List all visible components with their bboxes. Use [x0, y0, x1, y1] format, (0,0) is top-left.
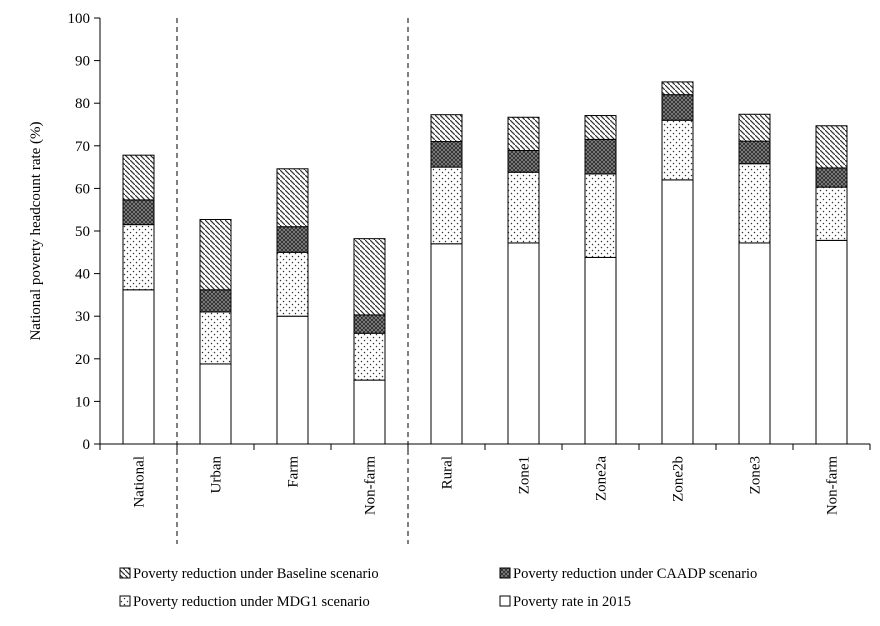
- bar-segment: [661, 94, 694, 121]
- bar-segment: [661, 81, 694, 96]
- bar-segment: [507, 116, 540, 151]
- bar-segment: [276, 168, 309, 228]
- legend-swatch: [119, 595, 131, 607]
- bar-segment: [199, 289, 232, 313]
- bar-segment: [122, 224, 155, 291]
- y-tick-label: 90: [75, 54, 90, 70]
- legend-label: Poverty reduction under CAADP scenario: [513, 566, 757, 582]
- y-tick-label: 60: [75, 181, 90, 197]
- x-tick-label: Non-farm: [825, 456, 841, 515]
- bar-segment: [738, 242, 771, 445]
- bar-segment: [584, 115, 617, 140]
- bar-segment: [430, 166, 463, 245]
- bar-segment: [430, 141, 463, 168]
- x-tick-label: National: [132, 456, 148, 508]
- bar-segment: [353, 332, 386, 381]
- y-tick-label: 100: [68, 11, 91, 27]
- y-tick-label: 10: [75, 394, 90, 410]
- bar-segment: [815, 125, 848, 169]
- bar-segment: [738, 113, 771, 142]
- bar-segment: [815, 239, 848, 445]
- x-tick-label: Rural: [440, 456, 456, 489]
- group-separators: [176, 18, 409, 544]
- legend: Poverty reduction under Baseline scenari…: [119, 566, 757, 610]
- y-tick-label: 0: [83, 437, 91, 453]
- bar-segment: [815, 167, 848, 188]
- y-tick-label: 20: [75, 352, 90, 368]
- legend-label: Poverty rate in 2015: [513, 594, 631, 610]
- y-tick-label: 30: [75, 309, 90, 325]
- bar-segment: [199, 218, 232, 291]
- y-tick-label: 80: [75, 96, 90, 112]
- legend-label: Poverty reduction under Baseline scenari…: [133, 566, 379, 582]
- bar-segment: [353, 238, 386, 316]
- legend-label: Poverty reduction under MDG1 scenario: [133, 594, 370, 610]
- x-tick-label: Farm: [286, 456, 302, 488]
- bar-segment: [661, 179, 694, 445]
- bar-segment: [199, 363, 232, 445]
- bar-segment: [122, 154, 155, 201]
- y-axis-title: National poverty headcount rate (%): [28, 121, 44, 340]
- bar-segment: [122, 199, 155, 226]
- x-tick-label: Zone2a: [594, 456, 610, 501]
- bar-segment: [507, 149, 540, 173]
- bar-segment: [507, 171, 540, 244]
- y-tick-label: 50: [75, 224, 90, 240]
- y-tick-label: 70: [75, 139, 90, 155]
- legend-swatch: [499, 595, 511, 607]
- axes-layer: [99, 18, 871, 450]
- x-tick-label: Zone1: [517, 456, 533, 494]
- bar-segment: [353, 314, 386, 334]
- bar-segment: [199, 311, 232, 365]
- bars-layer: [122, 81, 848, 445]
- bar-segment: [276, 251, 309, 317]
- bar-segment: [738, 140, 771, 165]
- bar-segment: [430, 114, 463, 143]
- bar-segment: [815, 186, 848, 241]
- x-tick-label: Non-farm: [363, 456, 379, 515]
- bar-segment: [507, 242, 540, 445]
- bar-segment: [276, 226, 309, 253]
- bar-segment: [122, 289, 155, 445]
- x-tick-label: Urban: [209, 456, 225, 494]
- x-tick-label: Zone2b: [671, 456, 687, 502]
- legend-swatch: [499, 567, 511, 579]
- x-tick-label: Zone3: [748, 456, 764, 494]
- bar-segment: [276, 315, 309, 445]
- bar-segment: [584, 256, 617, 445]
- bar-segment: [584, 138, 617, 175]
- bar-segment: [738, 163, 771, 244]
- bar-segment: [584, 173, 617, 258]
- legend-swatch: [119, 567, 131, 579]
- bar-segment: [430, 243, 463, 445]
- x-axis-labels: National Urban Farm Non-farm Rural Zone1 Zone2…: [132, 456, 841, 516]
- y-tick-label: 40: [75, 267, 90, 283]
- y-axis: 0 10 20 30 40 50 60 70 80 90 100: [68, 11, 100, 453]
- bar-segment: [353, 379, 386, 445]
- bar-segment: [661, 119, 694, 181]
